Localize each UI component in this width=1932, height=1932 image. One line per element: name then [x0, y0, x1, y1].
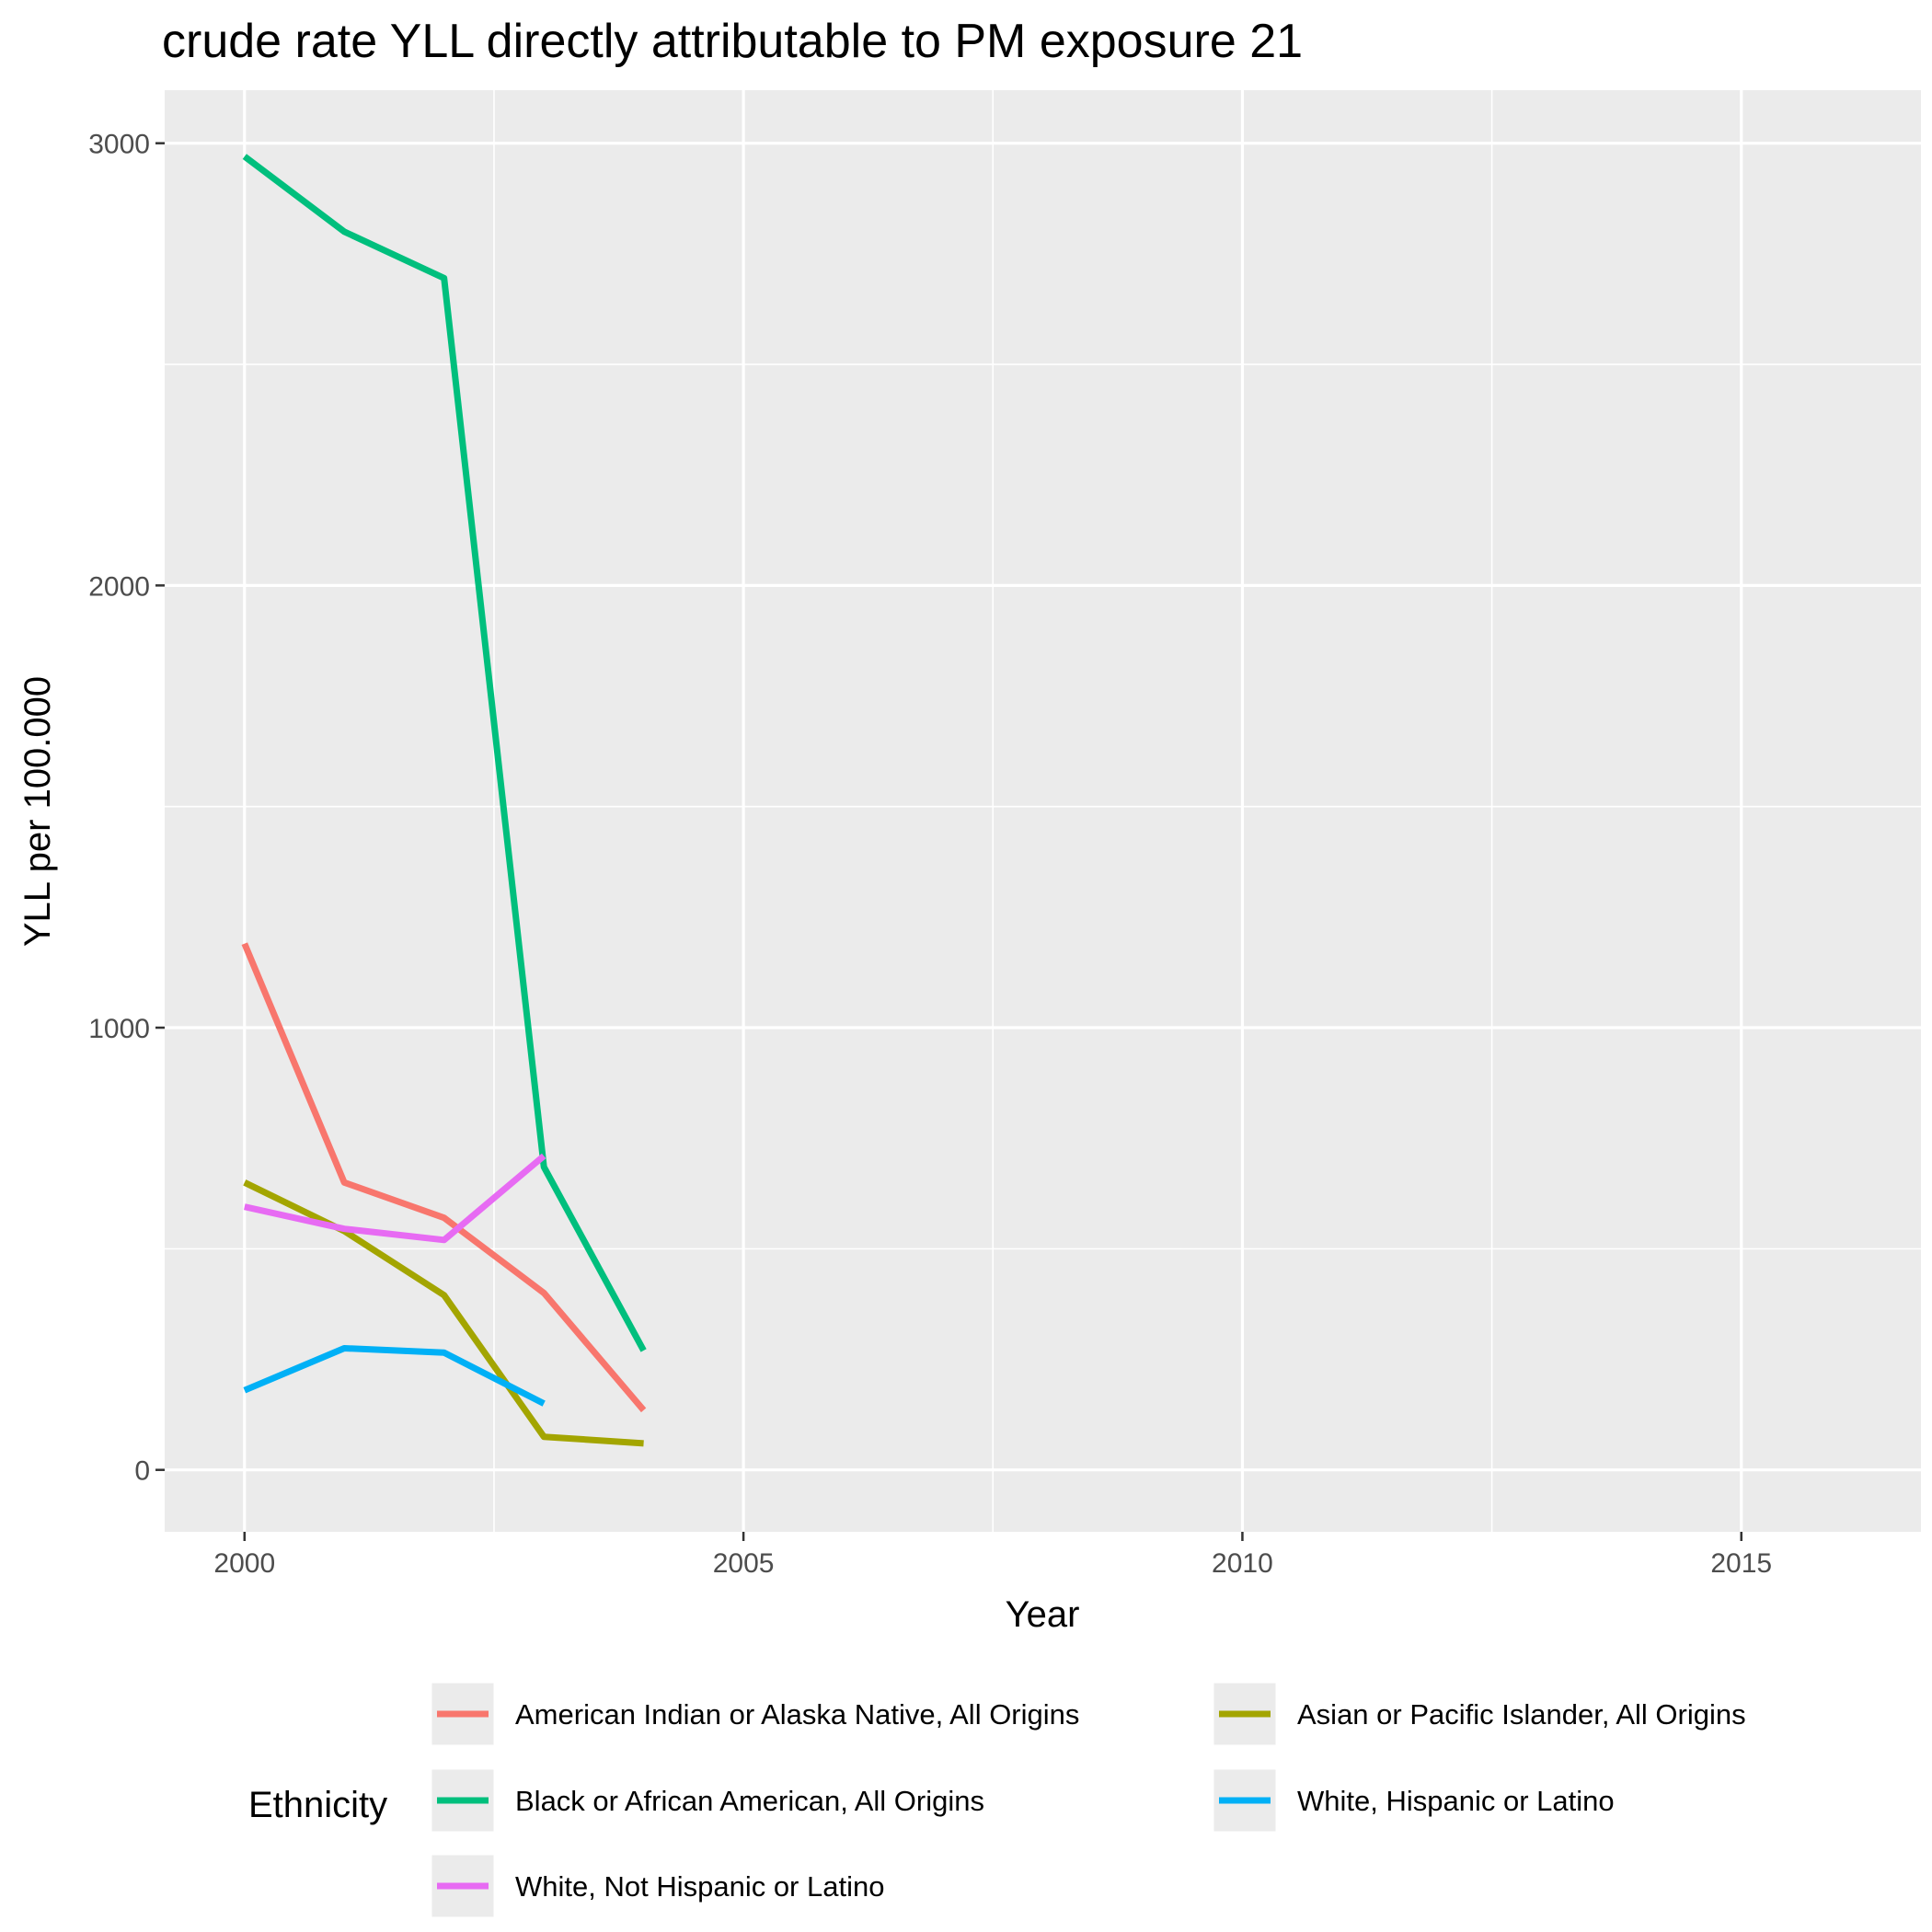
- major-gridlines: [165, 90, 1921, 1532]
- legend-label: White, Not Hispanic or Latino: [515, 1870, 884, 1903]
- legend-title: Ethnicity: [248, 1785, 387, 1825]
- x-tick-label: 2000: [213, 1548, 275, 1579]
- x-tick-label: 2010: [1212, 1548, 1273, 1579]
- series-line: [242, 154, 647, 1352]
- legend: Ethnicity American Indian or Alaska Nati…: [248, 1680, 1746, 1920]
- y-tick-label: 0: [134, 1456, 150, 1487]
- legend-label: American Indian or Alaska Native, All Or…: [515, 1698, 1079, 1731]
- legend-label: Asian or Pacific Islander, All Origins: [1297, 1698, 1746, 1731]
- y-axis: 0 1000 2000 3000: [88, 130, 165, 1487]
- legend-items: American Indian or Alaska Native, All Or…: [429, 1680, 1746, 1920]
- x-axis: 2000 2005 2010 2015: [213, 1532, 1772, 1579]
- x-tick-label: 2005: [713, 1548, 775, 1579]
- series-line: [244, 1153, 546, 1244]
- y-tick-label: 2000: [88, 571, 150, 602]
- y-tick-label: 1000: [88, 1014, 150, 1044]
- series-line: [241, 942, 647, 1413]
- series-line: [243, 1345, 546, 1407]
- y-axis-title: YLL per 100.000: [17, 676, 58, 947]
- x-axis-title: Year: [1006, 1594, 1080, 1635]
- series-line: [243, 1179, 644, 1447]
- chart-title: crude rate YLL directly attributable to …: [162, 15, 1303, 68]
- minor-gridlines: [165, 90, 1921, 1532]
- legend-label: Black or African American, All Origins: [515, 1785, 984, 1817]
- series-lines: [241, 154, 647, 1447]
- legend-label: White, Hispanic or Latino: [1297, 1785, 1615, 1817]
- y-tick-label: 3000: [88, 130, 150, 160]
- x-tick-label: 2015: [1710, 1548, 1772, 1579]
- plot-panel: [165, 90, 1921, 1532]
